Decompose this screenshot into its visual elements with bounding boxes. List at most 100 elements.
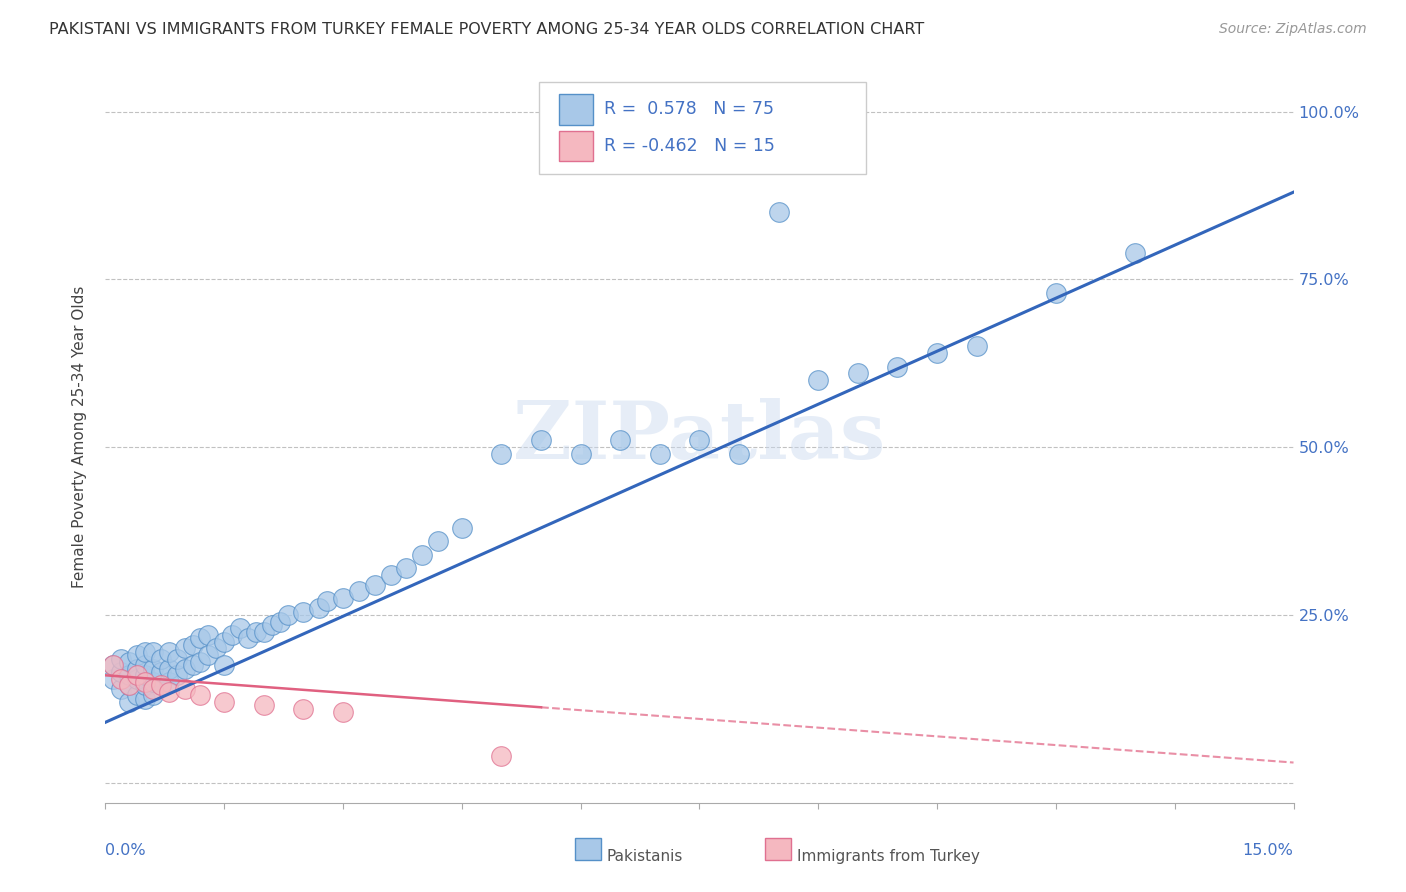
Point <box>380 567 402 582</box>
Point <box>110 672 132 686</box>
Point <box>118 678 141 692</box>
Point <box>127 662 149 676</box>
Point <box>157 662 180 676</box>
Point <box>149 678 172 692</box>
Point <box>214 658 236 673</box>
Point <box>157 645 180 659</box>
Text: 15.0%: 15.0% <box>1243 843 1294 858</box>
Point <box>347 584 370 599</box>
Point <box>149 665 172 679</box>
Point <box>118 655 141 669</box>
Point <box>689 434 711 448</box>
Point <box>236 632 259 646</box>
Point <box>134 675 156 690</box>
Text: Immigrants from Turkey: Immigrants from Turkey <box>797 849 980 863</box>
Text: R = -0.462   N = 15: R = -0.462 N = 15 <box>605 137 775 155</box>
Point <box>142 675 165 690</box>
Point <box>127 668 149 682</box>
Point <box>229 621 252 635</box>
Point <box>127 689 149 703</box>
Point <box>395 561 418 575</box>
Point <box>110 665 132 679</box>
Bar <box>575 838 600 860</box>
Point <box>118 668 141 682</box>
Text: Source: ZipAtlas.com: Source: ZipAtlas.com <box>1219 22 1367 37</box>
Point <box>197 628 219 642</box>
Point <box>142 681 165 696</box>
Point <box>127 672 149 686</box>
Point <box>966 339 988 353</box>
Point <box>134 645 156 659</box>
Point <box>491 447 513 461</box>
Point <box>149 678 172 692</box>
Point <box>110 681 132 696</box>
Point <box>253 698 276 713</box>
Point <box>427 534 450 549</box>
Point <box>166 668 188 682</box>
Point <box>569 447 592 461</box>
Point <box>134 668 156 682</box>
Point <box>103 672 125 686</box>
Point <box>134 678 156 692</box>
Text: 0.0%: 0.0% <box>105 843 146 858</box>
Text: R =  0.578   N = 75: R = 0.578 N = 75 <box>605 101 775 119</box>
Point <box>173 681 195 696</box>
Point <box>221 628 243 642</box>
Point <box>491 748 513 763</box>
Point <box>118 678 141 692</box>
Point <box>190 632 212 646</box>
Point <box>807 373 830 387</box>
Point <box>166 651 188 665</box>
Point <box>149 651 172 665</box>
Point <box>173 662 195 676</box>
Point <box>142 662 165 676</box>
Point <box>260 618 283 632</box>
Point <box>134 658 156 673</box>
Y-axis label: Female Poverty Among 25-34 Year Olds: Female Poverty Among 25-34 Year Olds <box>72 286 87 588</box>
Point <box>886 359 908 374</box>
Point <box>846 367 869 381</box>
Point <box>214 634 236 648</box>
Point <box>253 624 276 639</box>
Point <box>925 346 948 360</box>
FancyBboxPatch shape <box>538 82 866 174</box>
Point <box>197 648 219 662</box>
Text: Pakistanis: Pakistanis <box>607 849 683 863</box>
Point <box>1123 245 1146 260</box>
Point <box>190 689 212 703</box>
Point <box>127 648 149 662</box>
Bar <box>560 94 592 125</box>
Point <box>181 638 204 652</box>
Point <box>157 675 180 690</box>
Point <box>269 615 291 629</box>
Point <box>332 591 354 606</box>
Point <box>277 607 299 622</box>
Text: ZIPatlas: ZIPatlas <box>513 398 886 476</box>
Point <box>190 655 212 669</box>
Bar <box>560 130 592 161</box>
Point <box>292 702 315 716</box>
Point <box>142 689 165 703</box>
Point <box>214 695 236 709</box>
Point <box>110 651 132 665</box>
Point <box>308 601 330 615</box>
Point <box>134 691 156 706</box>
Point <box>1045 285 1067 300</box>
Point <box>181 658 204 673</box>
Point <box>205 641 228 656</box>
Point <box>364 578 387 592</box>
Point <box>332 705 354 719</box>
Point <box>768 205 790 219</box>
Point <box>157 685 180 699</box>
Bar <box>765 838 792 860</box>
Point <box>728 447 751 461</box>
Point <box>450 521 472 535</box>
Point <box>609 434 631 448</box>
Point <box>411 548 433 562</box>
Point <box>173 641 195 656</box>
Text: PAKISTANI VS IMMIGRANTS FROM TURKEY FEMALE POVERTY AMONG 25-34 YEAR OLDS CORRELA: PAKISTANI VS IMMIGRANTS FROM TURKEY FEMA… <box>49 22 925 37</box>
Point <box>103 658 125 673</box>
Point <box>648 447 671 461</box>
Point <box>530 434 553 448</box>
Point <box>292 605 315 619</box>
